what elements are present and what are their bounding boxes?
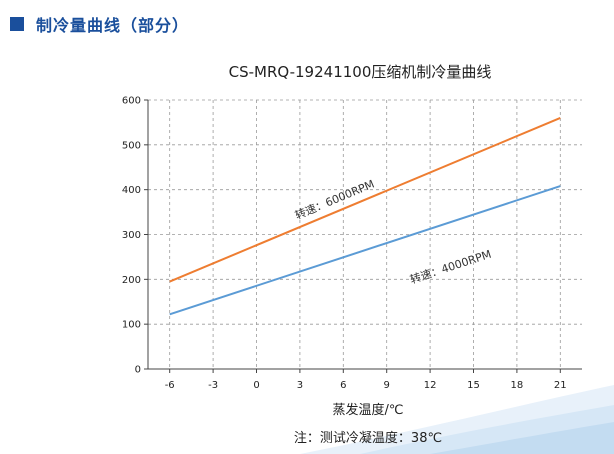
section-title: 制冷量曲线（部分） (36, 16, 190, 35)
chart-title: CS-MRQ-19241100压缩机制冷量曲线 (229, 63, 492, 81)
x-tick-label: 18 (511, 380, 524, 391)
y-tick-label: 500 (122, 140, 141, 151)
x-tick-label: 21 (554, 380, 567, 391)
chart-grid (148, 99, 582, 369)
y-tick-label: 0 (135, 365, 141, 376)
x-tick-label: 9 (384, 380, 390, 391)
chart-series (169, 117, 561, 316)
x-tick-label: 6 (340, 380, 346, 391)
x-tick-label: 0 (253, 380, 259, 391)
x-tick-label: 15 (467, 380, 480, 391)
x-tick-label: -3 (208, 380, 218, 391)
section-header: 制冷量曲线（部分） (10, 12, 189, 36)
series-line (169, 185, 561, 316)
y-tick-label: 300 (122, 230, 141, 241)
x-tick-label: 12 (424, 380, 437, 391)
chart-axes: 0 100 200 300 400 500 600 -6 -3 0 3 6 9 12 15 18 21 (122, 96, 582, 391)
section-marker-square (10, 17, 24, 31)
y-tick-label: 100 (122, 320, 141, 331)
y-tick-label: 200 (122, 275, 141, 286)
y-tick-label: 400 (122, 185, 141, 196)
series-annotation: 转速：4000RPM (408, 247, 493, 287)
series-line (169, 117, 561, 283)
x-tick-label: -6 (165, 380, 175, 391)
x-tick-label: 3 (297, 380, 303, 391)
y-tick-label: 600 (122, 96, 141, 107)
x-axis-label: 蒸发温度/℃ (333, 402, 404, 418)
test-condition-note: 注：测试冷凝温度：38℃ (294, 430, 442, 446)
